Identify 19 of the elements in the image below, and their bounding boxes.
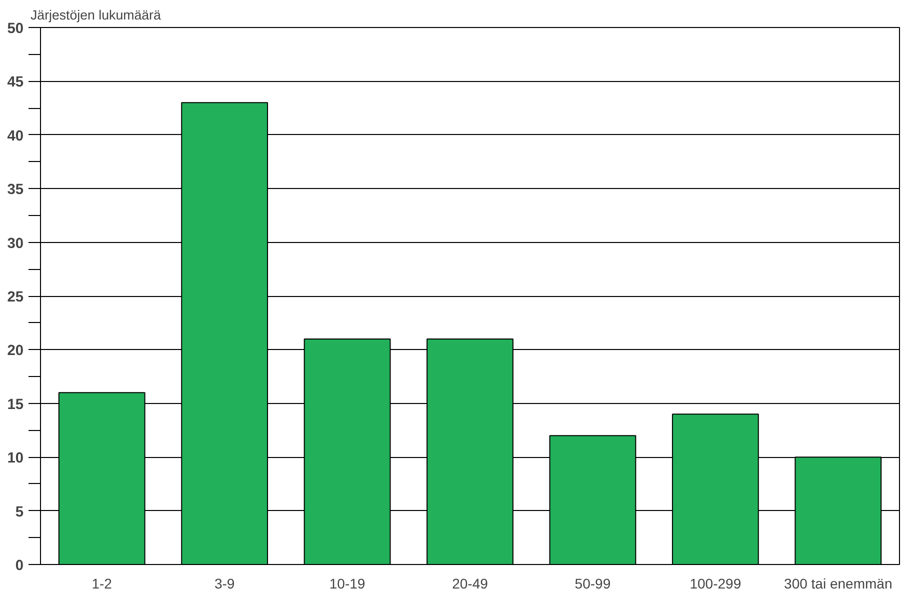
y-tick-label: 50 [7,21,24,37]
x-tick-label: 50-99 [574,576,611,592]
y-tick-label: 0 [15,558,24,574]
x-tick-label: 3-9 [214,576,235,592]
x-tick-label: 1-2 [92,576,112,592]
y-tick-label: 35 [7,182,24,198]
x-tick-label: 100-299 [690,576,742,592]
y-tick-label: 20 [7,343,24,360]
y-tick-label: 30 [7,236,24,252]
y-tick-label: 15 [7,396,24,413]
x-tick-label: 20-49 [452,576,488,592]
y-tick-label: 5 [15,504,24,520]
y-tick-label: 45 [7,74,24,91]
y-tick-label: 40 [7,128,24,144]
x-tick-label: 300 tai enemmän [784,576,892,592]
x-tick-label: 10-19 [329,576,366,592]
y-tick-label: 25 [7,290,24,306]
y-tick-label: 10 [7,450,24,467]
y-axis-title: Järjestöjen lukumäärä [30,8,162,22]
